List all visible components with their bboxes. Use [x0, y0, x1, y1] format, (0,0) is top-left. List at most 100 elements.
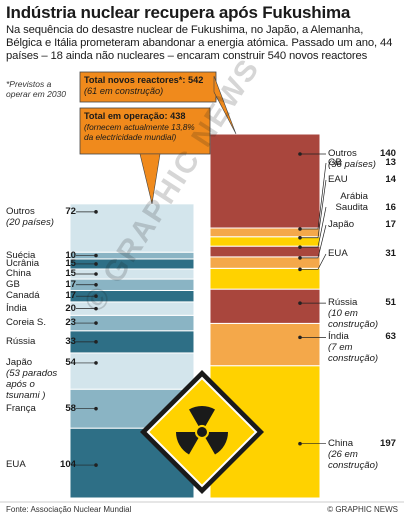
planned-label-india: Índia 63 (7 em construção) [328, 331, 396, 364]
planned-leader-dot-gb [298, 227, 302, 231]
operating-country-name: GB [6, 278, 20, 290]
operating-value: 54 [65, 356, 76, 368]
operating-label-coreia-s: Coreia S. 23 [6, 317, 76, 328]
operating-country-name: Índia [6, 302, 27, 314]
operating-value: 104 [59, 459, 76, 471]
operating-value: 15 [65, 257, 76, 269]
planned-leader-dot-eau [298, 235, 302, 240]
planned-total-text: Total novos reactores*: 542 (61 em constr… [84, 75, 203, 96]
operating-label-china: China 15 [6, 268, 76, 279]
operating-country-name: Japão [6, 356, 33, 368]
operating-value: 72 [65, 205, 76, 217]
planned-leader-eau [300, 179, 327, 239]
operating-value: 33 [65, 335, 76, 347]
planned-leader-gb [300, 162, 327, 230]
source-note: Fonte: Associação Nuclear Mundial [6, 505, 132, 514]
operating-label-row: Suécia 10 [6, 250, 76, 261]
planned-label-arabia-saudita: Arábia Saudita 16 [328, 191, 396, 213]
operating-country-name: Rússia [6, 335, 36, 347]
operating-total-annotation: (fornecem actualmente 13,8% da electrici… [84, 121, 195, 143]
planned-country-name: EAU [328, 174, 348, 185]
planned-total-annotation: (61 em construção) [84, 85, 164, 96]
planned-bar-arabia-saudita [209, 245, 321, 258]
operating-label-row: GB 17 [6, 279, 76, 290]
operating-label-row: Rússia 33 [6, 336, 76, 347]
planned-country-name: Rússia [328, 297, 358, 309]
operating-leader-dot-eua [94, 463, 98, 467]
planned-leader-eua [300, 253, 327, 270]
planned-bar-russia [209, 288, 321, 324]
page-title: Indústria nuclear recupera após Fukushim… [6, 3, 351, 22]
operating-label-note: (53 parados após o tsunami ) [6, 367, 58, 401]
planned-country-name: GB [328, 157, 342, 168]
planned-label-outros: Outros 140 (36 países) [328, 148, 396, 170]
planned-country-name: EUA [328, 248, 348, 259]
planned-label-row: EAU 14 [328, 174, 396, 185]
radiation-blade-3 [176, 432, 199, 455]
operating-leader-dot-suecia [94, 253, 98, 258]
planned-value: 51 [385, 297, 396, 309]
planned-label-eua: EUA 31 [328, 248, 396, 259]
planned-label-row: GB 13 [328, 157, 396, 168]
operating-leader-dot-russia [94, 340, 98, 344]
planned-callout-pointer [213, 75, 237, 135]
planned-bar-japao [209, 256, 321, 269]
operating-label-row: Índia 20 [6, 303, 76, 314]
operating-country-name: Coreia S. [6, 317, 46, 329]
operating-leader-dot-gb [94, 282, 98, 287]
operating-label-row: Japão 54 [6, 357, 76, 368]
operating-country-name: China [6, 268, 32, 280]
operating-label-canada: Canadá 17 [6, 290, 76, 301]
planned-label-row: Índia 63 [328, 331, 396, 342]
planned-country-name: Índia [328, 331, 349, 343]
operating-country-name: EUA [6, 459, 26, 471]
operating-label-franca: França 58 [6, 403, 76, 414]
planned-label-eau: EAU 14 [328, 174, 396, 185]
operating-bar-japao [69, 352, 195, 390]
planned-country-name: Outros [328, 148, 357, 159]
operating-country-name: Outros [6, 205, 35, 217]
planned-label-row: Rússia 51 [328, 297, 396, 308]
operating-leader-dot-japao [94, 361, 98, 365]
planned-value: 140 [379, 148, 396, 159]
radiation-blade-2 [205, 432, 228, 455]
planned-value: 13 [385, 157, 396, 168]
planned-value: 63 [385, 331, 396, 343]
operating-label-india: Índia 20 [6, 303, 76, 314]
operating-leader-dot-ucrania [94, 262, 98, 266]
operating-label-russia: Rússia 33 [6, 336, 76, 347]
planned-leader-japao [300, 224, 327, 259]
operating-label-gb: GB 17 [6, 279, 76, 290]
planned-total-title: Total novos reactores*: 542 [84, 75, 204, 85]
operating-leader-dot-india [94, 306, 98, 311]
operating-value: 23 [65, 317, 76, 329]
operating-label-suecia: Suécia 10 [6, 250, 76, 261]
planned-bar-eua [209, 267, 321, 290]
operating-leader-dot-canada [94, 294, 98, 298]
planned-bar-outros [209, 133, 321, 229]
planned-label-row: EUA 31 [328, 248, 396, 259]
operating-value: 10 [65, 249, 76, 261]
operating-label-row: Coreia S. 23 [6, 317, 76, 328]
planned-label-row: China 197 [328, 438, 396, 449]
operating-label-note: (20 países) [6, 216, 54, 228]
planned-value: 17 [385, 219, 396, 230]
planned-label-note: (10 em construção) [328, 308, 379, 331]
operating-value: 15 [65, 268, 76, 280]
planned-label-note: (7 em construção) [328, 342, 379, 365]
operating-value: 20 [65, 302, 76, 314]
operating-label-row: Ucrânia 15 [6, 258, 76, 269]
planned-label-gb: GB 13 [328, 157, 396, 168]
operating-country-name: Canadá [6, 290, 40, 302]
planned-value: 197 [379, 437, 396, 449]
planned-label-note: (36 países) [328, 159, 376, 170]
operating-label-row: EUA 104 [6, 459, 76, 470]
planned-leader-dot-china [298, 441, 302, 446]
planned-label-row: Arábia Saudita 16 [328, 191, 396, 213]
operating-label-row: China 15 [6, 268, 76, 279]
operating-value: 58 [65, 402, 76, 414]
credit: © GRAPHIC NEWS [327, 505, 398, 514]
operating-country-name: Ucrânia [6, 257, 40, 269]
